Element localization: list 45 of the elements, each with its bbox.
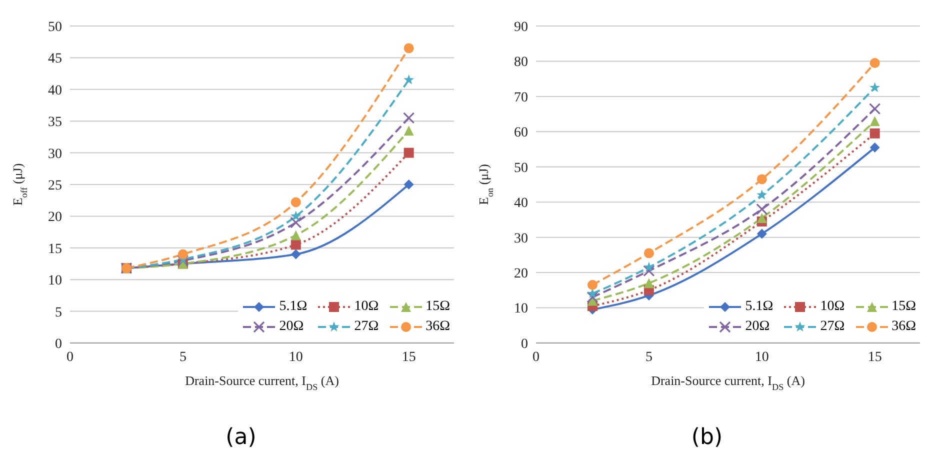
y-tick-label: 20 — [514, 266, 528, 282]
x-tick-label: 15 — [868, 350, 882, 365]
y-tick-label: 10 — [514, 302, 528, 317]
y-tick-label: 70 — [514, 90, 528, 106]
legend-label: 27Ω — [354, 319, 379, 335]
x-axis-title: Drain-Source current, I$_{DS}$ (A) — [185, 373, 339, 392]
y-tick-label: 20 — [48, 210, 62, 226]
x-tick-label: 5 — [179, 350, 186, 365]
y-tick-label: 25 — [48, 178, 62, 194]
y-tick-label: 40 — [48, 83, 62, 98]
legend-label: 36Ω — [426, 319, 450, 335]
y-tick-label: 80 — [514, 55, 528, 70]
x-tick-label: 10 — [288, 350, 303, 365]
text: (b) — [690, 425, 724, 450]
y-tick-label: 5 — [55, 305, 62, 320]
y-tick-label: 0 — [55, 336, 62, 352]
x-tick-label: 5 — [645, 350, 652, 365]
text: (a) — [224, 425, 258, 450]
x-tick-label: 10 — [754, 350, 769, 365]
legend-label: 5.1Ω — [745, 299, 774, 315]
x-tick-label: 0 — [532, 350, 540, 365]
legend-label: 20Ω — [745, 319, 770, 335]
legend-label: 10Ω — [820, 299, 845, 315]
y-tick-label: 35 — [48, 115, 62, 130]
y-tick-label: 90 — [514, 20, 528, 35]
x-axis-title: Drain-Source current, I$_{DS}$ (A) — [651, 373, 805, 392]
legend-label: 36Ω — [892, 319, 916, 335]
y-tick-label: 30 — [514, 231, 528, 246]
legend-label: 27Ω — [820, 319, 845, 335]
y-tick-label: 60 — [514, 126, 528, 141]
y-tick-label: 15 — [48, 242, 62, 257]
y-tick-label: 10 — [48, 274, 62, 289]
legend-label: 15Ω — [426, 299, 450, 315]
y-tick-label: 0 — [521, 336, 528, 352]
x-tick-label: 0 — [66, 350, 74, 365]
y-tick-label: 50 — [48, 20, 62, 35]
y-tick-label: 40 — [514, 196, 528, 212]
y-tick-label: 45 — [48, 52, 62, 67]
legend-label: 5.1Ω — [279, 299, 308, 315]
legend-label: 10Ω — [354, 299, 379, 315]
y-tick-label: 50 — [514, 160, 528, 176]
x-tick-label: 15 — [402, 350, 416, 365]
legend-label: 20Ω — [279, 319, 304, 335]
legend-label: 15Ω — [892, 299, 916, 315]
y-tick-label: 30 — [48, 146, 62, 162]
